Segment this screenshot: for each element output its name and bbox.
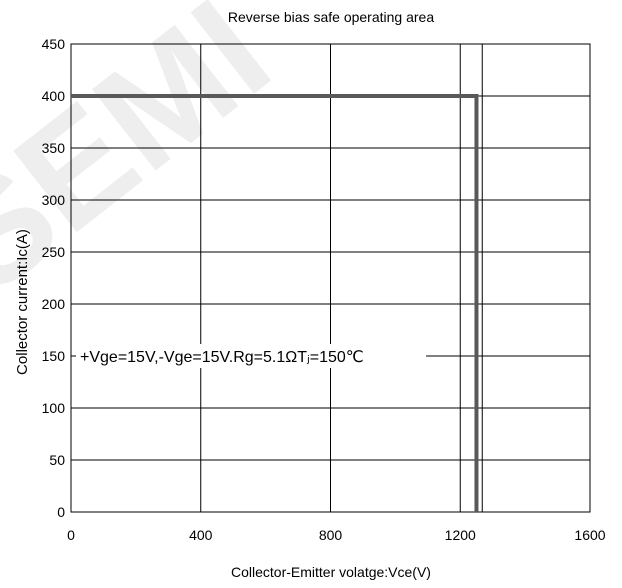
y-tick-labels: 0 50 100 150 200 250 300 350 400 450 [42, 36, 66, 520]
rbsoa-boundary-line [71, 94, 479, 512]
x-tick-label: 400 [189, 527, 213, 543]
x-tick-label: 800 [319, 527, 343, 543]
annotation-background [76, 344, 426, 368]
x-tick-labels: 0 400 800 1200 1600 [67, 527, 606, 543]
y-tick-label: 150 [42, 348, 66, 364]
conditions-annotation: +Vge=15V,-Vge=15V.Rg=5.1ΩTⱼ=150℃ [80, 349, 364, 366]
y-tick-label: 250 [42, 244, 66, 260]
plot-border [70, 43, 591, 513]
y-tick-label: 0 [57, 504, 65, 520]
y-axis-label: Collector current:Ic(A) [14, 229, 31, 375]
x-tick-label: 1200 [445, 527, 476, 543]
y-tick-label: 450 [42, 36, 66, 52]
y-tick-label: 300 [42, 192, 66, 208]
y-tick-label: 200 [42, 296, 66, 312]
y-tick-label: 50 [49, 452, 65, 468]
chart-title: Reverse bias safe operating area [228, 9, 434, 25]
y-tick-label: 400 [42, 88, 66, 104]
x-tick-label: 1600 [574, 527, 605, 543]
plot-frame [70, 43, 591, 513]
x-tick-label: 0 [67, 527, 75, 543]
x-axis-label: Collector-Emitter volatge:Vce(V) [231, 564, 431, 580]
y-tick-label: 350 [42, 140, 66, 156]
y-tick-label: 100 [42, 400, 66, 416]
series-layer [71, 94, 479, 512]
